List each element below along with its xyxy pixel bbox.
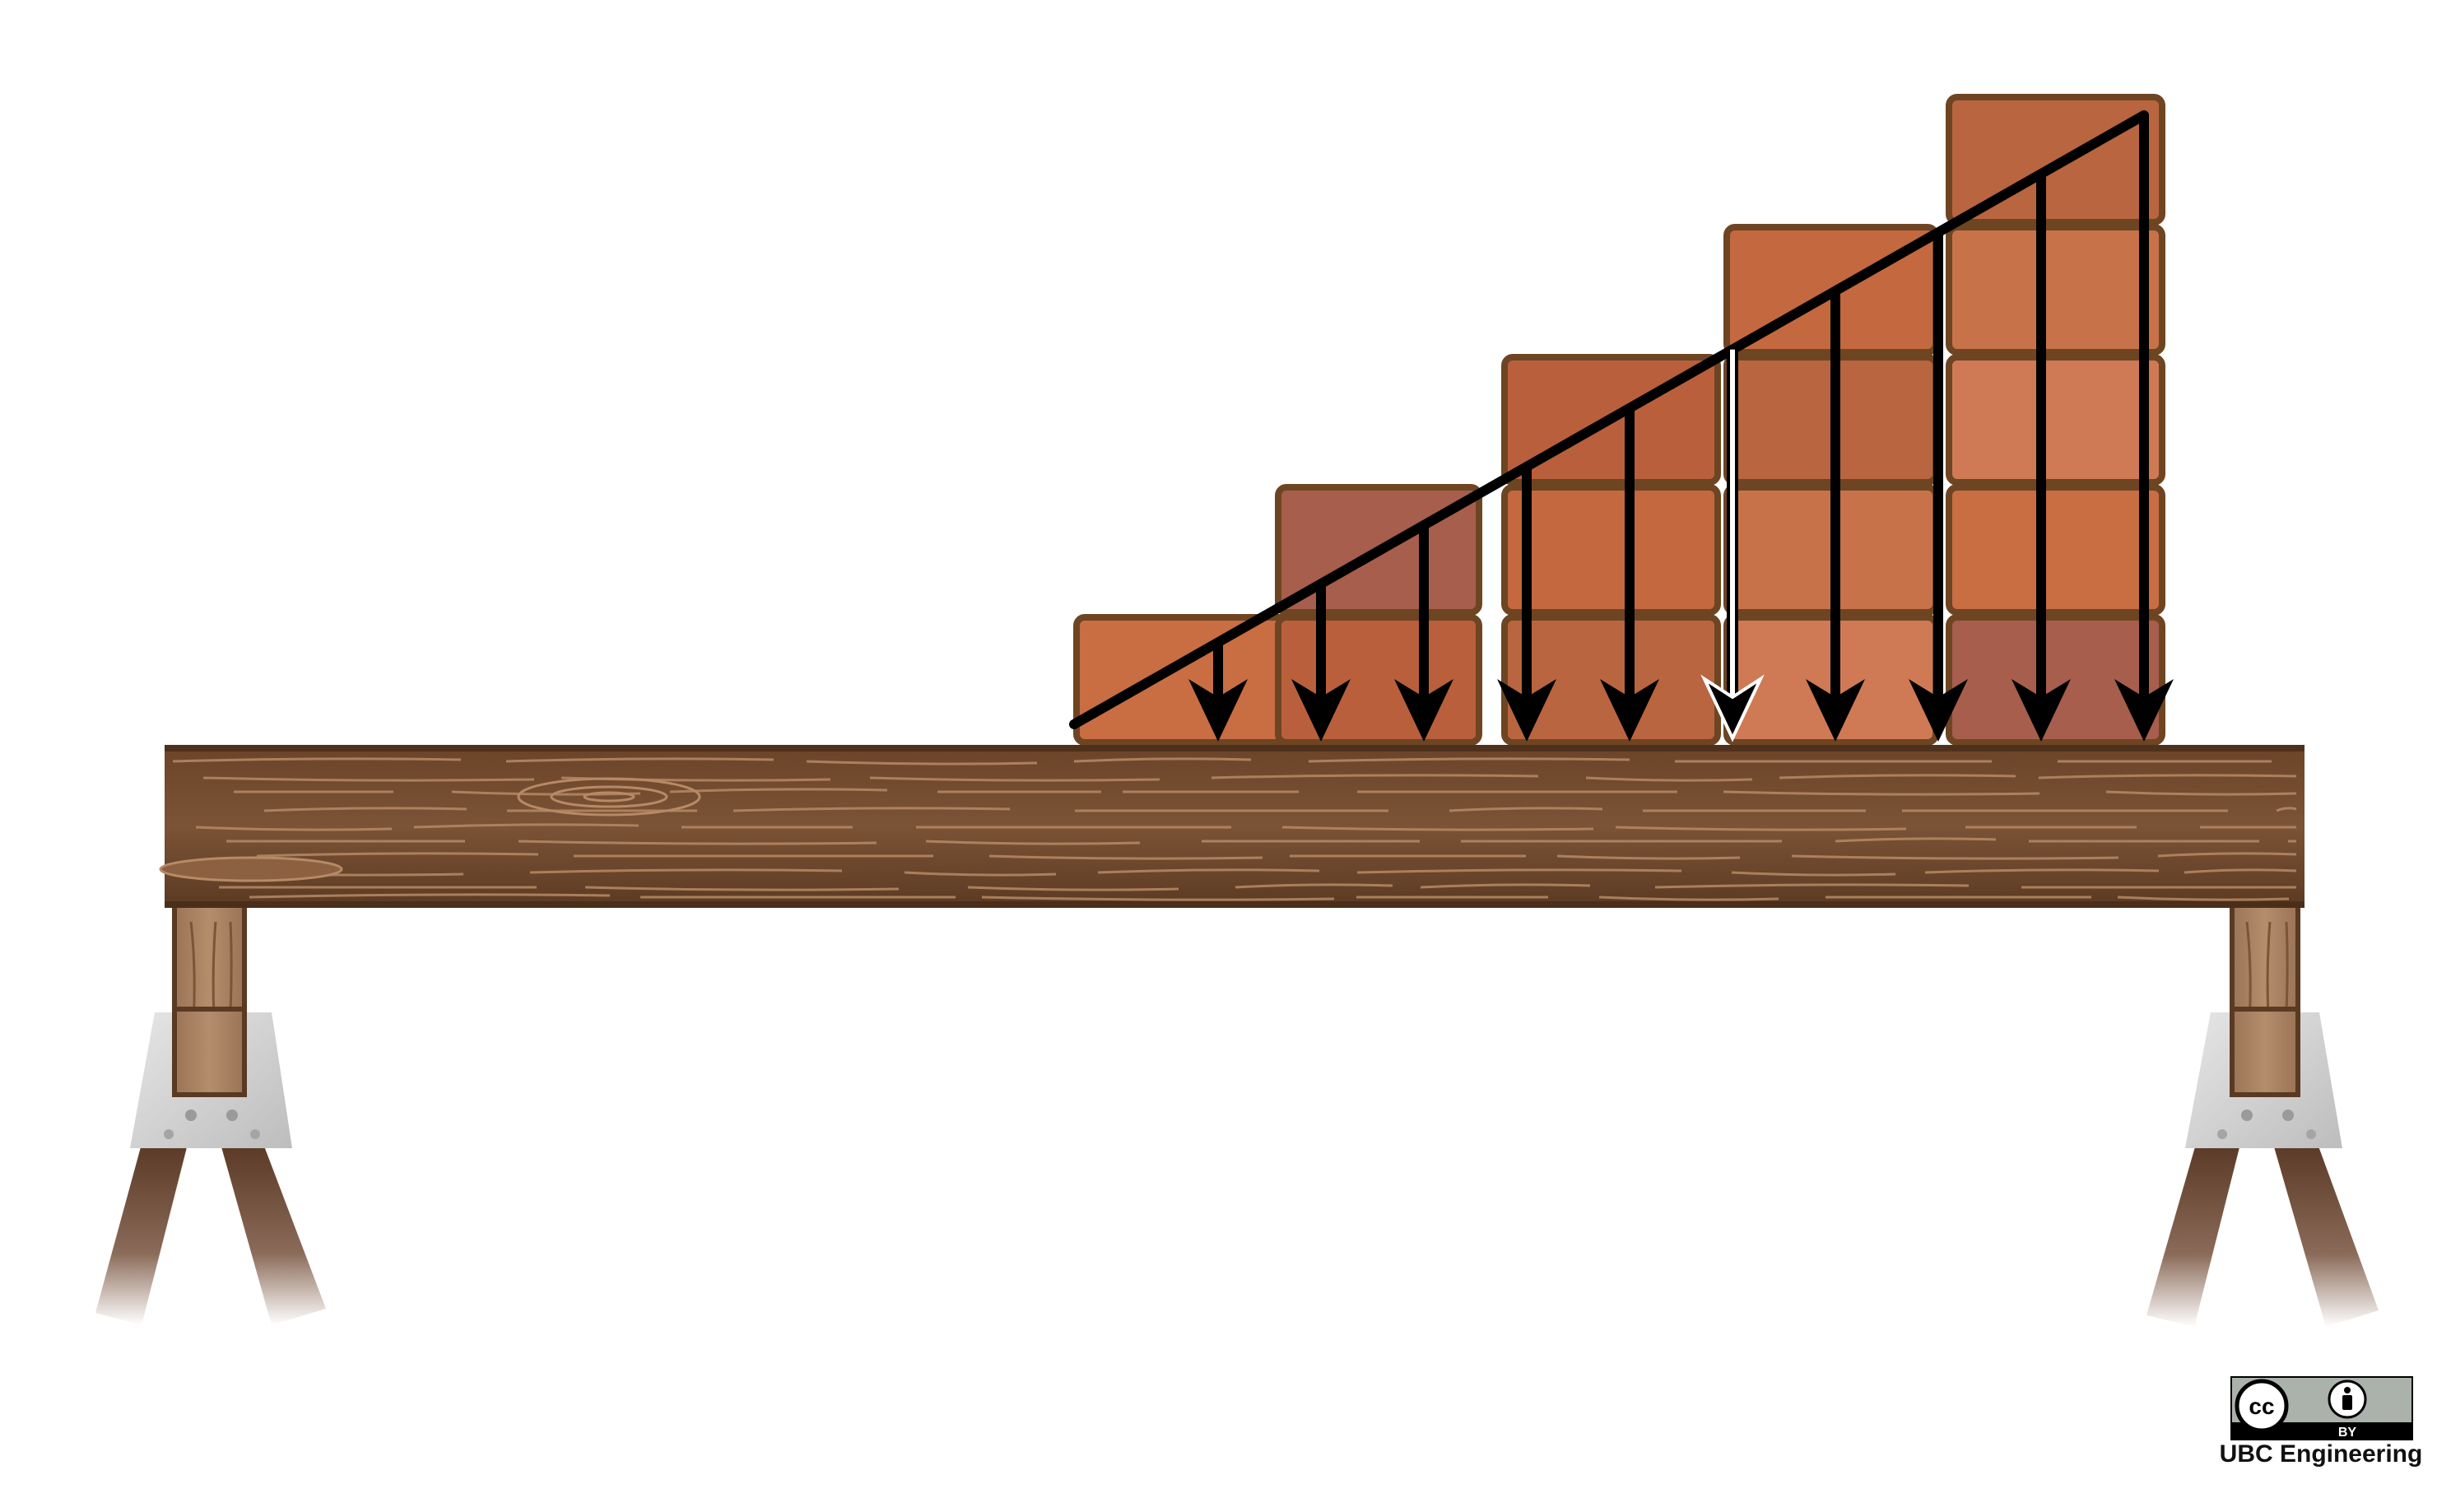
load-arrow [1394, 525, 1453, 742]
brick [1946, 354, 2165, 486]
badge-label: BY [2338, 1426, 2357, 1440]
load-arrow [1806, 291, 1865, 742]
load-intensity-line [1069, 110, 2149, 729]
load-arrow [1497, 466, 1556, 742]
attribution-icon [2328, 1379, 2367, 1419]
triangular-distributed-load [1069, 110, 2174, 742]
resultant-load-arrow [1700, 349, 1765, 742]
brick [1275, 614, 1482, 746]
load-arrow [2011, 174, 2071, 742]
load-arrow [2114, 115, 2174, 742]
brick-column-1 [1073, 614, 1293, 746]
left-sawhorse-leg-front [95, 1144, 188, 1325]
load-arrow [1909, 232, 1968, 742]
brick-column-5 [1946, 94, 2165, 746]
right-sawhorse [2146, 903, 2379, 1327]
wood-knot [517, 777, 701, 816]
brick [1073, 614, 1293, 746]
brick [1946, 484, 2165, 616]
right-sawhorse-leg-back [2273, 1144, 2379, 1327]
credit-text: UBC Engineering [2219, 1440, 2423, 1468]
svg-text:cc: cc [2249, 1393, 2274, 1419]
right-sawhorse-leg-front [2146, 1144, 2240, 1327]
brick [1501, 614, 1721, 746]
brick [1501, 484, 1721, 616]
brick [1946, 224, 2165, 356]
load-arrow [1188, 642, 1248, 742]
cc-icon: cc [2235, 1379, 2289, 1433]
cc-by-badge: cc BY [2230, 1376, 2413, 1440]
load-arrow [1600, 407, 1659, 742]
left-sawhorse-leg-back [221, 1144, 326, 1325]
brick [1946, 614, 2165, 746]
left-sawhorse [95, 903, 326, 1325]
wooden-beam [159, 745, 2304, 908]
load-arrow [1291, 584, 1351, 742]
